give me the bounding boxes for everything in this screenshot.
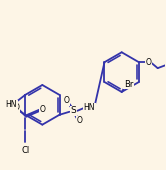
Text: HN: HN — [83, 103, 95, 112]
Text: O: O — [64, 96, 69, 105]
Text: O: O — [40, 105, 46, 114]
Text: O: O — [76, 116, 82, 125]
Text: O: O — [13, 103, 19, 112]
Text: O: O — [146, 58, 152, 67]
Text: S: S — [71, 106, 76, 115]
Text: Br: Br — [124, 80, 133, 89]
Text: HN: HN — [5, 100, 17, 109]
Text: Cl: Cl — [21, 146, 29, 155]
